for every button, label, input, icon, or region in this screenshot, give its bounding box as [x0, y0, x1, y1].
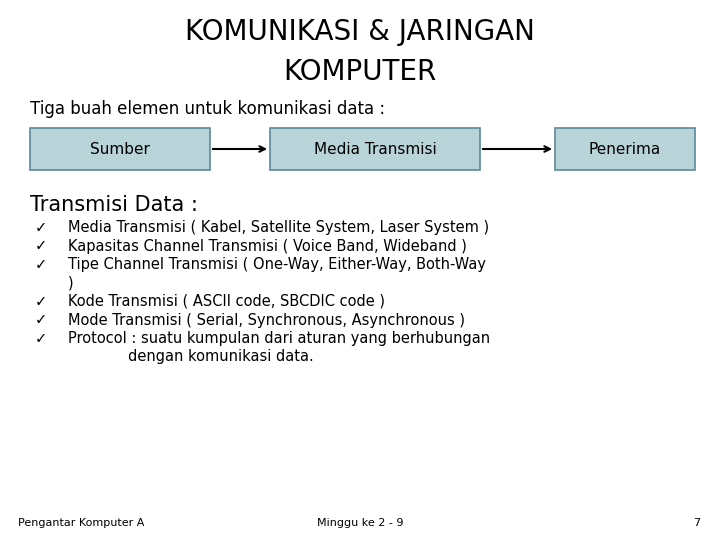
Text: ✓: ✓ [35, 257, 48, 272]
Text: Kode Transmisi ( ASCII code, SBCDIC code ): Kode Transmisi ( ASCII code, SBCDIC code… [68, 294, 385, 309]
Bar [555, 128, 695, 170]
Text: Minggu ke 2 - 9: Minggu ke 2 - 9 [317, 518, 403, 528]
Text: Transmisi Data :: Transmisi Data : [30, 195, 198, 215]
Bar [30, 128, 210, 170]
Text: Tiga buah elemen untuk komunikasi data :: Tiga buah elemen untuk komunikasi data : [30, 100, 385, 118]
Text: Media Transmisi: Media Transmisi [314, 141, 436, 157]
Text: Protocol : suatu kumpulan dari aturan yang berhubungan: Protocol : suatu kumpulan dari aturan ya… [68, 331, 490, 346]
Text: Pengantar Komputer A: Pengantar Komputer A [18, 518, 145, 528]
Text: Penerima: Penerima [589, 141, 661, 157]
Text: ✓: ✓ [35, 239, 48, 253]
Text: ): ) [68, 275, 73, 291]
Text: Tipe Channel Transmisi ( One-Way, Either-Way, Both-Way: Tipe Channel Transmisi ( One-Way, Either… [68, 257, 486, 272]
Text: 7: 7 [693, 518, 700, 528]
Bar [270, 128, 480, 170]
Text: Sumber: Sumber [90, 141, 150, 157]
Text: ✓: ✓ [35, 294, 48, 309]
Text: ✓: ✓ [35, 331, 48, 346]
Text: dengan komunikasi data.: dengan komunikasi data. [68, 349, 314, 364]
Text: Media Transmisi ( Kabel, Satellite System, Laser System ): Media Transmisi ( Kabel, Satellite Syste… [68, 220, 489, 235]
Text: ✓: ✓ [35, 313, 48, 327]
Text: KOMUNIKASI & JARINGAN: KOMUNIKASI & JARINGAN [185, 18, 535, 46]
Text: Mode Transmisi ( Serial, Synchronous, Asynchronous ): Mode Transmisi ( Serial, Synchronous, As… [68, 313, 465, 327]
Text: KOMPUTER: KOMPUTER [284, 58, 436, 86]
Text: Kapasitas Channel Transmisi ( Voice Band, Wideband ): Kapasitas Channel Transmisi ( Voice Band… [68, 239, 467, 253]
Text: ✓: ✓ [35, 220, 48, 235]
